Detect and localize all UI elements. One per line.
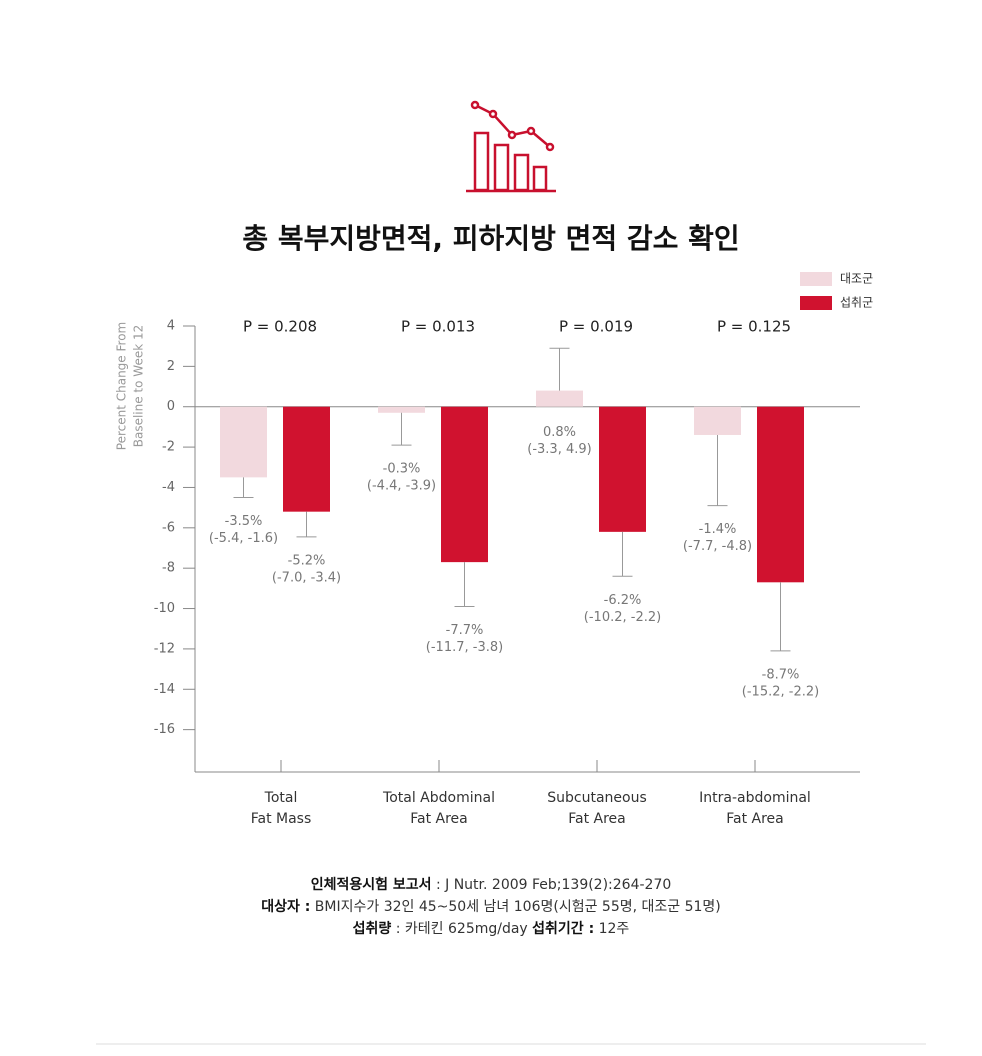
value-label: -6.2% xyxy=(604,593,642,608)
chart-title: 총 복부지방면적, 피하지방 면적 감소 확인 xyxy=(242,222,739,255)
x-tick-label: Fat Area xyxy=(568,811,626,827)
ci-label: (-3.3, 4.9) xyxy=(527,442,591,457)
bar xyxy=(441,406,488,563)
footer-text: : 카테킨 625mg/day xyxy=(391,921,532,937)
bar xyxy=(536,390,583,407)
bar xyxy=(694,406,741,435)
legend-label: 섭취군 xyxy=(840,296,873,310)
p-value-label: P = 0.019 xyxy=(559,318,633,336)
y-tick-label: -8 xyxy=(162,561,175,576)
value-label: -5.2% xyxy=(288,553,326,568)
footer-text: : J Nutr. 2009 Feb;139(2):264-270 xyxy=(432,877,672,893)
ci-label: (-11.7, -3.8) xyxy=(426,640,503,655)
x-tick-label: Total xyxy=(264,790,298,806)
y-axis-label: Baseline to Week 12 xyxy=(132,325,146,448)
chart-icon xyxy=(466,100,556,193)
y-tick-label: -10 xyxy=(154,601,175,616)
ci-label: (-10.2, -2.2) xyxy=(584,610,661,625)
ci-label: (-4.4, -3.9) xyxy=(367,479,436,494)
ci-label: (-7.7, -4.8) xyxy=(683,539,752,554)
bar xyxy=(599,406,646,532)
x-tick-label: Fat Mass xyxy=(251,811,312,827)
x-tick-label: Fat Area xyxy=(410,811,468,827)
footer-text: 섭취량 xyxy=(353,921,392,937)
footer-line: 섭취량 : 카테킨 625mg/day 섭취기간 : 12주 xyxy=(353,920,630,937)
footer-text: 섭취기간 : xyxy=(532,920,594,937)
legend-swatch xyxy=(800,272,832,286)
y-tick-label: 2 xyxy=(167,359,175,374)
y-tick-label: -12 xyxy=(154,641,175,656)
value-label: 0.8% xyxy=(543,425,576,440)
bar xyxy=(220,406,267,478)
y-tick-label: -4 xyxy=(162,480,175,495)
p-value-label: P = 0.125 xyxy=(717,318,791,336)
footer-line: 인체적용시험 보고서 : J Nutr. 2009 Feb;139(2):264… xyxy=(311,876,672,893)
y-tick-label: -16 xyxy=(154,722,175,737)
y-tick-label: 0 xyxy=(167,399,175,414)
y-tick-label: -6 xyxy=(162,520,175,535)
value-label: -7.7% xyxy=(446,623,484,638)
p-value-label: P = 0.208 xyxy=(243,318,317,336)
x-tick-label: Fat Area xyxy=(726,811,784,827)
ci-label: (-15.2, -2.2) xyxy=(742,684,819,699)
footer-text: 인체적용시험 보고서 xyxy=(311,876,432,893)
ci-label: (-7.0, -3.4) xyxy=(272,570,341,585)
value-label: -0.3% xyxy=(383,462,421,477)
y-tick-label: -14 xyxy=(154,682,175,697)
y-tick-label: -2 xyxy=(162,440,175,455)
footer-text: 대상자 : xyxy=(261,899,310,915)
y-tick-label: 4 xyxy=(167,319,175,334)
bar xyxy=(757,406,804,583)
legend-swatch xyxy=(800,296,832,310)
bar xyxy=(283,406,330,512)
footer-text: 12주 xyxy=(594,921,629,937)
x-tick-label: Subcutaneous xyxy=(547,790,647,806)
x-tick-label: Total Abdominal xyxy=(382,790,495,806)
footer-line: 대상자 : BMI지수가 32인 45~50세 남녀 106명(시험군 55명,… xyxy=(261,899,721,915)
value-label: -3.5% xyxy=(225,514,263,529)
value-label: -8.7% xyxy=(762,667,800,682)
legend-label: 대조군 xyxy=(840,272,873,286)
x-tick-label: Intra-abdominal xyxy=(699,790,811,806)
ci-label: (-5.4, -1.6) xyxy=(209,531,278,546)
y-axis-label: Percent Change From xyxy=(115,322,129,450)
value-label: -1.4% xyxy=(699,522,737,537)
bar xyxy=(378,406,425,413)
footer-text: BMI지수가 32인 45~50세 남녀 106명(시험군 55명, 대조군 5… xyxy=(310,899,720,915)
p-value-label: P = 0.013 xyxy=(401,318,475,336)
